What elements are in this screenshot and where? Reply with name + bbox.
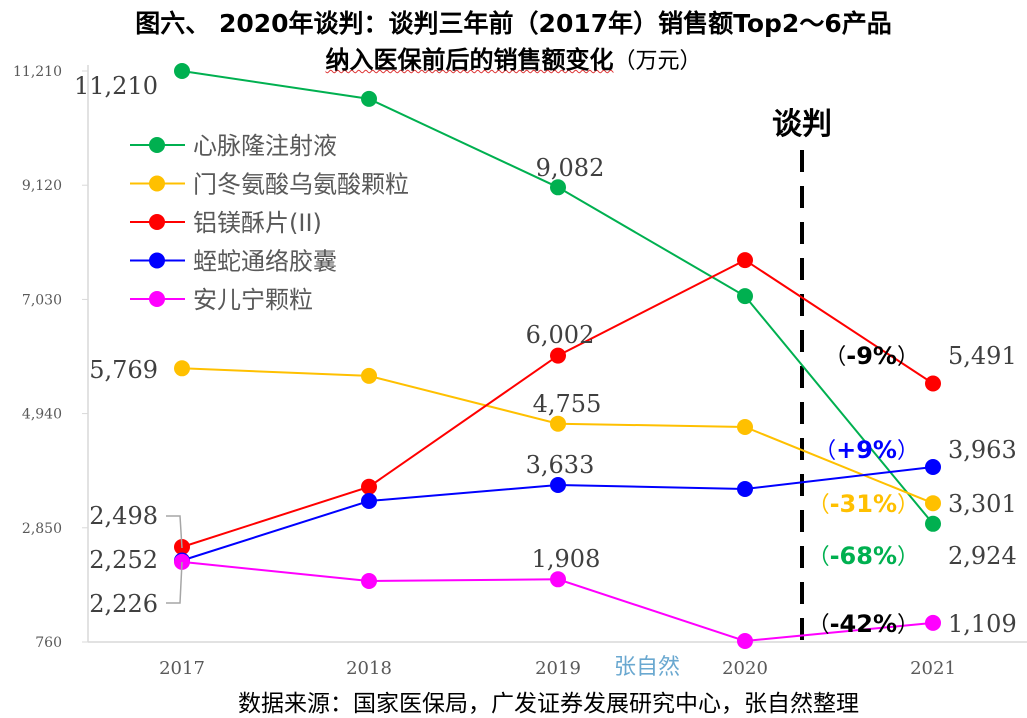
legend-label: 心脉隆注射液 xyxy=(193,132,337,160)
chart-title: 图六、 2020年谈判：谈判三年前（2017年）销售额Top2～6产品 xyxy=(135,9,892,38)
data-point xyxy=(737,419,753,435)
data-point xyxy=(925,459,941,475)
data-point xyxy=(550,477,566,493)
x-tick-label: 2020 xyxy=(722,658,768,679)
legend-marker xyxy=(149,175,165,192)
data-point xyxy=(174,553,190,570)
data-point xyxy=(361,367,377,384)
data-label: 2,498 xyxy=(89,502,158,530)
legend-item: 蛭蛇通络胶囊 xyxy=(130,248,337,276)
data-point xyxy=(925,375,941,392)
watermark-text: 张自然 xyxy=(614,655,680,680)
x-axis-ticks: 2017 2018 2019 2020 2021 xyxy=(159,658,956,679)
data-label: 2,924 xyxy=(948,542,1017,570)
subtitle-main: 纳入医保前后的销售额变化 xyxy=(325,46,614,74)
legend-item: 心脉隆注射液 xyxy=(130,132,337,160)
chart-subtitle: 纳入医保前后的销售额变化（万元） xyxy=(0,40,1027,75)
y-tick-label: 760 xyxy=(35,635,62,651)
data-point xyxy=(737,288,753,305)
legend-item: 门冬氨酸乌氨酸颗粒 xyxy=(130,171,409,199)
data-point xyxy=(925,614,941,631)
data-label: 9,082 xyxy=(536,154,605,182)
data-label: 3,301 xyxy=(948,490,1017,518)
data-label: 3,963 xyxy=(948,436,1017,464)
change-percent-label: （-9%） xyxy=(824,342,919,370)
source-note: 数据来源：国家医保局，广发证券发展研究中心，张自然整理 xyxy=(238,691,859,717)
y-tick-label: 2,850 xyxy=(22,521,62,537)
change-percent-label: （-31%） xyxy=(808,490,919,518)
data-point xyxy=(174,360,190,377)
subtitle-unit: （万元） xyxy=(613,49,702,74)
change-percent-label: （-42%） xyxy=(808,610,919,638)
legend-label: 蛭蛇通络胶囊 xyxy=(193,248,337,276)
watermark: 张自然 xyxy=(614,655,680,680)
data-point xyxy=(925,515,941,532)
x-tick-label: 2019 xyxy=(535,658,581,679)
y-tick-label: 11,210 xyxy=(13,64,62,80)
legend-item: 铝镁酥片(II) xyxy=(130,209,322,237)
legend-label: 安儿宁颗粒 xyxy=(193,286,313,314)
x-tick-label: 2021 xyxy=(910,658,956,679)
data-point xyxy=(550,571,566,588)
data-point xyxy=(361,493,377,509)
y-axis-ticks: 760 2,850 4,940 7,030 9,120 11,210 xyxy=(13,64,88,651)
data-point xyxy=(361,573,377,589)
legend-item: 安儿宁颗粒 xyxy=(130,286,313,314)
change-percent-label: （+9%） xyxy=(814,436,919,464)
data-label: 5,769 xyxy=(89,356,158,384)
legend-marker xyxy=(149,214,165,230)
data-label: 6,002 xyxy=(526,321,595,349)
data-point xyxy=(737,633,753,649)
negotiation-marker: 谈判 xyxy=(772,107,832,652)
data-label: 11,210 xyxy=(74,72,158,100)
data-point xyxy=(550,347,566,364)
data-point xyxy=(550,415,566,432)
data-labels: 11,210 5,769 2,498 2,252 2,226 9,082 6,002 4,75… xyxy=(74,72,1017,638)
series-points xyxy=(174,63,941,649)
y-tick-label: 7,030 xyxy=(22,292,62,308)
negotiation-label: 谈判 xyxy=(772,107,832,142)
legend-marker xyxy=(149,291,165,307)
data-point xyxy=(174,63,190,79)
data-point xyxy=(361,90,377,107)
legend-marker xyxy=(149,252,165,269)
data-label: 1,908 xyxy=(532,545,601,573)
data-point xyxy=(925,495,941,512)
data-label: 5,491 xyxy=(948,342,1017,370)
legend-marker xyxy=(149,137,165,153)
legend-label: 门冬氨酸乌氨酸颗粒 xyxy=(193,171,409,199)
x-tick-label: 2017 xyxy=(159,658,205,679)
data-point xyxy=(737,481,753,497)
data-label: 3,633 xyxy=(526,451,595,479)
data-label: 2,252 xyxy=(89,546,158,574)
change-percent-label: （-68%） xyxy=(808,542,919,570)
data-point xyxy=(550,179,566,196)
data-label: 4,755 xyxy=(533,390,602,418)
x-tick-label: 2018 xyxy=(346,658,392,679)
y-tick-label: 4,940 xyxy=(22,407,62,423)
y-tick-label: 9,120 xyxy=(22,178,62,194)
label-leader-bracket xyxy=(166,515,183,604)
data-point xyxy=(737,252,753,269)
axes xyxy=(87,65,1027,643)
data-point xyxy=(361,478,377,495)
data-label: 1,109 xyxy=(948,610,1017,638)
data-label: 2,226 xyxy=(89,590,158,618)
legend-label: 铝镁酥片(II) xyxy=(193,209,322,237)
